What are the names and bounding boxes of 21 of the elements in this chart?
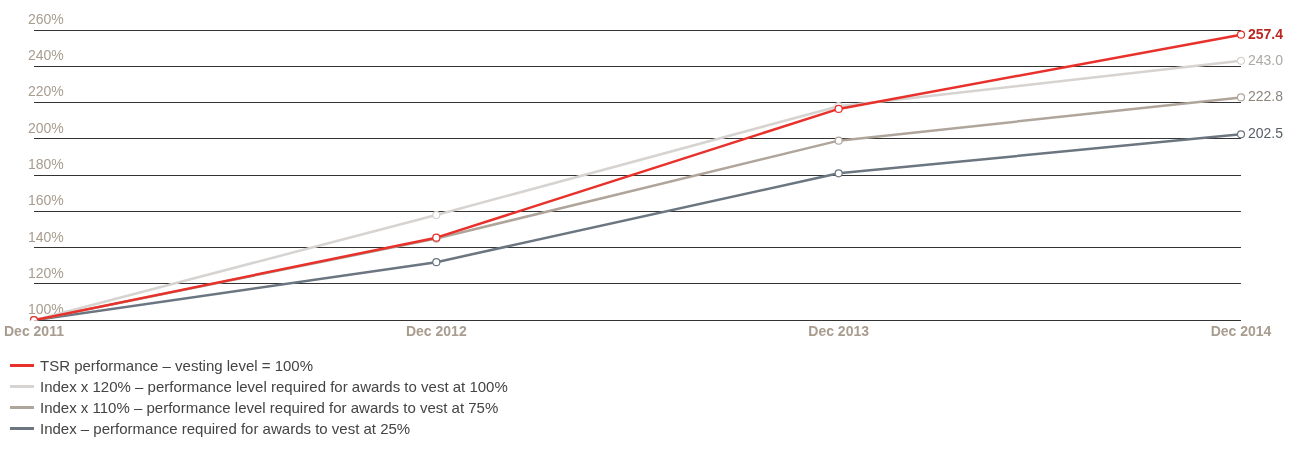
y-tick-label: 240% xyxy=(27,47,64,64)
y-tick-label: 120% xyxy=(27,264,64,281)
y-tick-label: 220% xyxy=(27,83,64,100)
data-label: 257.4 xyxy=(1248,25,1284,42)
data-label: 202.5 xyxy=(1248,125,1284,142)
data-label: 243.0 xyxy=(1248,51,1284,68)
legend-label: TSR performance – vesting level = 100% xyxy=(40,357,314,374)
y-tick-label: 100% xyxy=(27,301,64,318)
legend-label: Index x 110% – performance level required for awards to vest at 75% xyxy=(40,399,499,416)
x-tick-label: Dec 2014 xyxy=(1210,323,1272,340)
x-tick-label: Dec 2012 xyxy=(405,323,467,340)
data-label: 222.8 xyxy=(1248,88,1284,105)
y-tick-label: 140% xyxy=(27,228,64,245)
x-tick-label: Dec 2013 xyxy=(808,323,870,340)
legend-label: Index – performance required for awards to vest at 25% xyxy=(40,420,411,437)
y-tick-label: 180% xyxy=(27,155,64,172)
y-tick-label: 160% xyxy=(27,192,64,209)
y-tick-label: 200% xyxy=(27,119,64,136)
legend-label: Index x 120% – performance level required for awards to vest at 100% xyxy=(40,378,508,395)
y-tick-label: 260% xyxy=(27,10,64,27)
x-tick-label: Dec 2011 xyxy=(4,323,65,340)
